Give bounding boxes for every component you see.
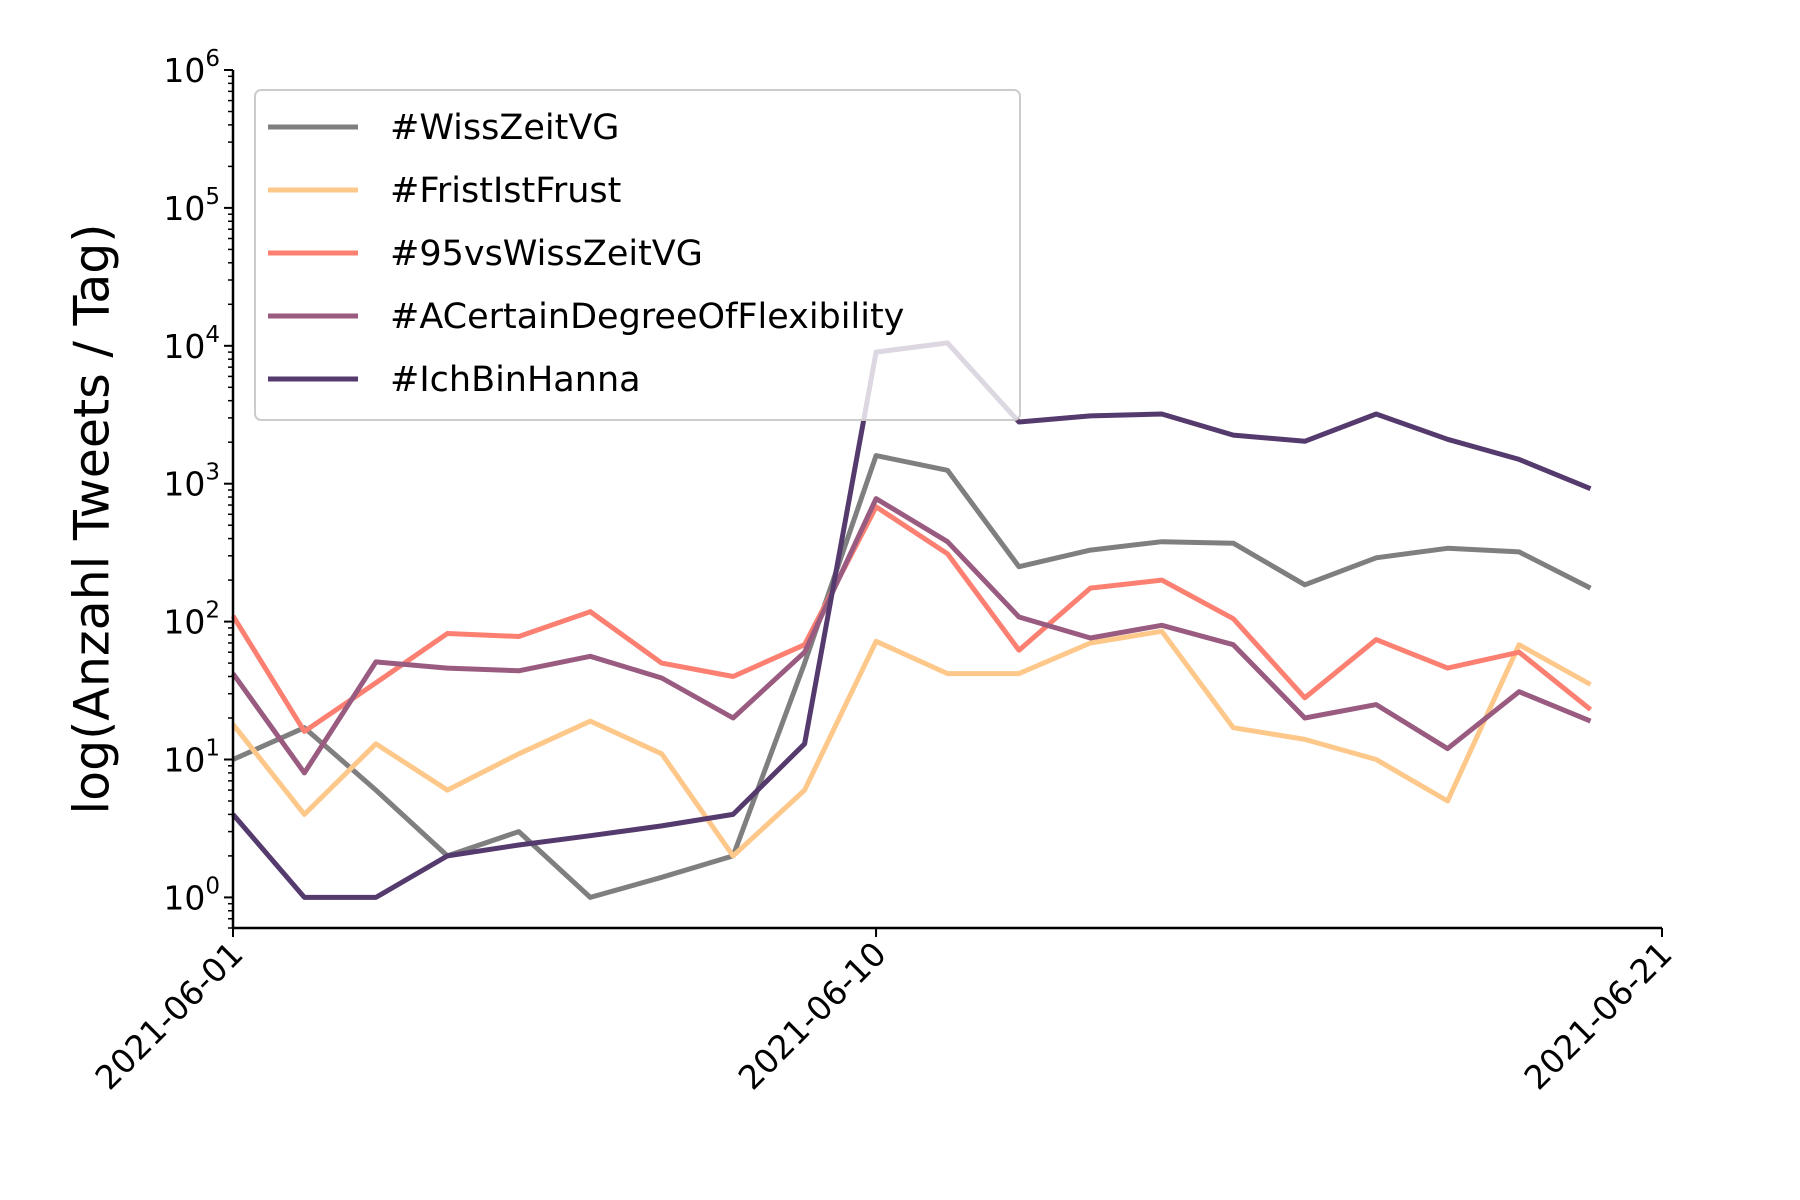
y-tick-exponent: 5 — [205, 184, 220, 210]
y-tick-label: 106 — [163, 46, 220, 90]
legend-label-0: #WissZeitVG — [390, 108, 619, 148]
axes — [231, 70, 1662, 930]
x-tick-label: 2021-06-21 — [1516, 934, 1679, 1097]
y-tick-label: 105 — [163, 184, 220, 228]
x-tick-label: 2021-06-01 — [87, 934, 250, 1097]
y-tick-exponent: 6 — [205, 46, 220, 72]
legend-label-1: #FristIstFrust — [390, 171, 621, 211]
x-tick-label: 2021-06-10 — [731, 934, 894, 1097]
y-axis-title: log(Anzahl Tweets / Tag) — [64, 223, 121, 814]
y-tick-base: 10 — [163, 465, 205, 504]
legend-label-3: #ACertainDegreeOfFlexibility — [390, 297, 904, 337]
legend-label-4: #IchBinHanna — [390, 360, 641, 400]
y-tick-label: 101 — [163, 736, 220, 780]
y-tick-exponent: 4 — [205, 322, 220, 348]
y-tick-base: 10 — [163, 51, 205, 90]
y-tick-exponent: 3 — [205, 460, 220, 486]
y-tick-exponent: 0 — [205, 873, 220, 899]
series-line-4 — [231, 340, 1592, 900]
y-tick-base: 10 — [163, 189, 205, 228]
y-tick-label: 102 — [163, 598, 220, 642]
series-line-1 — [231, 628, 1592, 859]
series-line-2 — [230, 504, 1593, 734]
x-ticks: 2021-06-01 2021-06-10 2021-06-21 — [87, 928, 1680, 1097]
y-tick-label: 100 — [163, 873, 220, 917]
y-tick-exponent: 1 — [205, 736, 220, 762]
y-tick-base: 10 — [163, 878, 205, 917]
y-tick-base: 10 — [163, 741, 205, 780]
series-lines — [230, 340, 1593, 900]
y-tick-base: 10 — [163, 603, 205, 642]
legend: #WissZeitVG #FristIstFrust #95vsWissZeitVG… — [254, 89, 1021, 421]
y-tick-label: 103 — [163, 460, 220, 504]
series-line-3 — [230, 496, 1592, 776]
legend-label-2: #95vsWissZeitVG — [390, 234, 703, 274]
y-tick-base: 10 — [163, 327, 205, 366]
legend-box — [254, 89, 1021, 421]
y-tick-label: 104 — [163, 322, 220, 366]
y-tick-exponent: 2 — [205, 598, 220, 624]
